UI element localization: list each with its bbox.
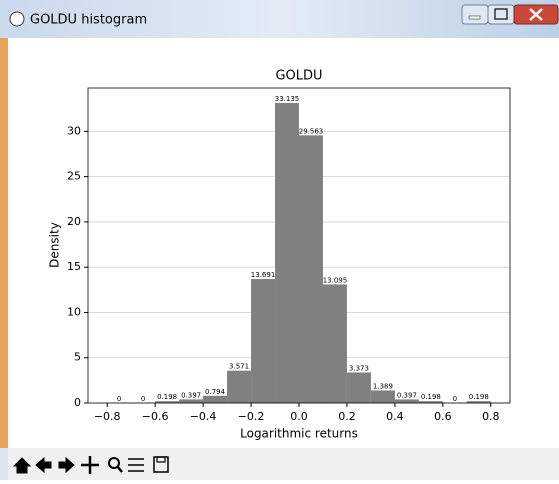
x-tick-label: 0.0 <box>290 410 308 423</box>
bar-value-label: 0 <box>141 395 145 403</box>
x-tick-label: −0.6 <box>142 410 169 423</box>
bar-value-label: 0.397 <box>181 391 201 399</box>
bar-value-label: 3.373 <box>349 364 369 372</box>
bar-value-label: 0 <box>453 395 457 403</box>
toolbar <box>8 448 559 480</box>
x-tick-label: −0.8 <box>94 410 121 423</box>
x-tick-label: 0.4 <box>386 410 404 423</box>
bar-value-label: 0.198 <box>421 393 441 401</box>
background-sliver <box>0 38 8 448</box>
bar <box>155 401 180 403</box>
bar <box>275 102 299 403</box>
minimize-icon <box>468 15 481 20</box>
y-tick-label: 20 <box>67 215 81 228</box>
pan-button[interactable] <box>81 456 99 474</box>
bar <box>299 135 323 403</box>
bar <box>346 372 371 403</box>
y-tick-label: 30 <box>67 124 81 137</box>
close-icon <box>529 8 543 21</box>
app-icon <box>9 11 25 27</box>
y-tick-label: 15 <box>67 260 81 273</box>
x-tick-label: −0.2 <box>238 410 265 423</box>
bar <box>370 390 395 403</box>
bar <box>466 401 491 403</box>
chart-title: GOLDU <box>275 69 322 84</box>
bar <box>394 399 419 403</box>
y-tick-label: 10 <box>67 305 81 318</box>
y-tick-label: 25 <box>67 170 81 183</box>
bar <box>322 284 347 403</box>
x-tick-label: 0.8 <box>482 410 500 423</box>
window-title: GOLDU histogram <box>30 13 147 28</box>
bar-value-label: 0.794 <box>205 388 226 396</box>
bar <box>418 401 443 403</box>
bar <box>179 399 204 403</box>
plot-frame <box>87 87 511 404</box>
bar-value-label: 13.691 <box>251 271 276 279</box>
bar-value-label: 33.135 <box>275 95 300 103</box>
bar-value-label: 0.397 <box>397 391 417 399</box>
y-tick-label: 5 <box>74 351 81 364</box>
zoom-handle <box>116 465 123 473</box>
bar <box>251 279 276 403</box>
toolbar-icons <box>12 456 169 474</box>
x-tick-label: 0.6 <box>434 410 452 423</box>
zoom-button[interactable] <box>108 457 120 469</box>
maximize-button[interactable] <box>487 4 515 25</box>
bar-value-label: 0.198 <box>157 393 177 401</box>
back-button[interactable] <box>35 456 52 474</box>
bar <box>203 395 228 403</box>
bar-value-label: 29.563 <box>299 127 324 135</box>
home-button[interactable] <box>12 457 32 474</box>
bar-value-label: 13.095 <box>323 276 348 284</box>
bar-value-label: 0 <box>117 395 121 403</box>
x-tick-label: −0.4 <box>190 410 217 423</box>
subplots-button[interactable] <box>128 458 144 472</box>
bar-value-label: 3.571 <box>229 363 249 371</box>
forward-button[interactable] <box>58 456 75 474</box>
maximize-icon <box>494 8 508 20</box>
x-axis-label: Logarithmic returns <box>240 427 358 441</box>
bar-value-label: 1.389 <box>373 382 393 390</box>
bar <box>227 370 252 403</box>
bar-value-label: 0.198 <box>469 393 489 401</box>
minimize-button[interactable] <box>461 4 489 25</box>
y-tick-label: 0 <box>74 396 81 409</box>
y-axis-label: Density <box>48 222 62 268</box>
x-tick-label: 0.2 <box>338 410 356 423</box>
save-icon-detail <box>156 456 166 463</box>
